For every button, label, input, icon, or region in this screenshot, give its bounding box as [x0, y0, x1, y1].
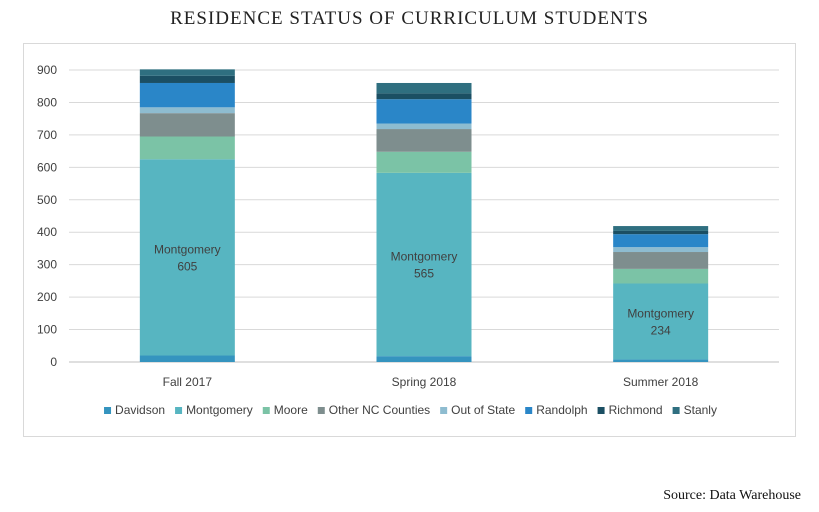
bar-segment-richmond	[613, 230, 709, 235]
legend-swatch	[262, 407, 270, 414]
x-category-label: Fall 2017	[163, 375, 213, 389]
legend-item: Richmond	[597, 403, 663, 417]
bar-segment-moore	[139, 136, 235, 160]
bars	[139, 69, 709, 362]
legend-label: Randolph	[536, 403, 587, 417]
bar-segment-richmond	[139, 75, 235, 83]
x-axis-categories: Fall 2017 Spring 2018 Summer 2018	[163, 375, 699, 389]
legend-swatch	[317, 407, 325, 414]
bar-segment-randolph	[376, 99, 472, 124]
legend-label: Stanly	[684, 403, 717, 417]
bar-segment-davidson	[613, 359, 709, 362]
bar-segment-other-nc-counties	[376, 129, 472, 152]
legend-swatch	[672, 407, 680, 414]
y-tick-label: 100	[37, 323, 57, 337]
bar-segment-other-nc-counties	[139, 113, 235, 137]
legend-label: Out of State	[451, 403, 515, 417]
data-label-value: 605	[177, 259, 197, 273]
bar-segment-moore	[376, 151, 472, 173]
y-tick-label: 200	[37, 290, 57, 304]
source-note: Source: Data Warehouse	[663, 488, 801, 503]
legend-swatch	[597, 407, 605, 414]
legend-label: Davidson	[115, 403, 165, 417]
bar-segment-out-of-state	[139, 107, 235, 114]
data-label-name: Montgomery	[391, 250, 458, 264]
legend-item: Stanly	[672, 403, 717, 417]
x-category-label: Summer 2018	[623, 375, 699, 389]
bar-segment-out-of-state	[613, 247, 709, 253]
x-category-label: Spring 2018	[392, 375, 457, 389]
bar-segment-randolph	[139, 82, 235, 108]
legend-label: Moore	[274, 403, 308, 417]
legend-label: Other NC Counties	[329, 403, 430, 417]
data-labels: Montgomery 605 Montgomery 565 Montgomery 234	[154, 242, 694, 337]
legend: Davidson Montgomery Moore Other NC Counties…	[104, 403, 717, 417]
legend-item: Davidson	[104, 403, 165, 417]
legend-label: Montgomery	[186, 403, 253, 417]
chart-frame: 0 100 200 300 400 500 600 700 800 900 Montgomery 6…	[23, 43, 796, 437]
bar-segment-out-of-state	[376, 123, 472, 130]
bar-segment-davidson	[139, 355, 235, 362]
y-tick-label: 400	[37, 225, 57, 239]
y-tick-label: 800	[37, 95, 57, 109]
legend-swatch	[104, 407, 112, 414]
chart-title: RESIDENCE STATUS OF CURRICULUM STUDENTS	[170, 8, 649, 29]
bar-segment-montgomery	[139, 159, 235, 356]
bar-segment-other-nc-counties	[613, 252, 709, 269]
bar-segment-stanly	[376, 82, 472, 94]
y-tick-label: 600	[37, 160, 57, 174]
y-tick-label: 900	[37, 63, 57, 77]
data-label-value: 565	[414, 267, 434, 281]
data-label-value: 234	[651, 323, 671, 337]
y-tick-label: 500	[37, 193, 57, 207]
legend-item: Randolph	[525, 403, 588, 417]
bar-segment-stanly	[613, 226, 709, 231]
stacked-bar-chart: 0 100 200 300 400 500 600 700 800 900 Montgomery 6…	[37, 63, 779, 417]
y-tick-label: 700	[37, 128, 57, 142]
bar-segment-stanly	[139, 69, 235, 76]
legend-swatch	[525, 407, 533, 414]
legend-item: Out of State	[440, 403, 516, 417]
legend-item: Moore	[262, 403, 308, 417]
legend-swatch	[440, 407, 448, 414]
bar-segment-davidson	[376, 356, 472, 362]
legend-label: Richmond	[609, 403, 663, 417]
bar-segment-moore	[613, 268, 709, 284]
bar-segment-richmond	[376, 93, 472, 100]
bar-segment-montgomery	[376, 172, 472, 357]
legend-item: Other NC Counties	[317, 403, 430, 417]
data-label-name: Montgomery	[627, 306, 694, 320]
y-tick-label: 300	[37, 258, 57, 272]
bar-segment-randolph	[613, 234, 709, 248]
y-tick-label: 0	[50, 355, 57, 369]
bar-segment-montgomery	[613, 283, 709, 360]
legend-swatch	[175, 407, 183, 414]
data-label-name: Montgomery	[154, 242, 221, 256]
legend-item: Montgomery	[175, 403, 253, 417]
y-axis-ticks: 0 100 200 300 400 500 600 700 800 900	[37, 63, 57, 369]
